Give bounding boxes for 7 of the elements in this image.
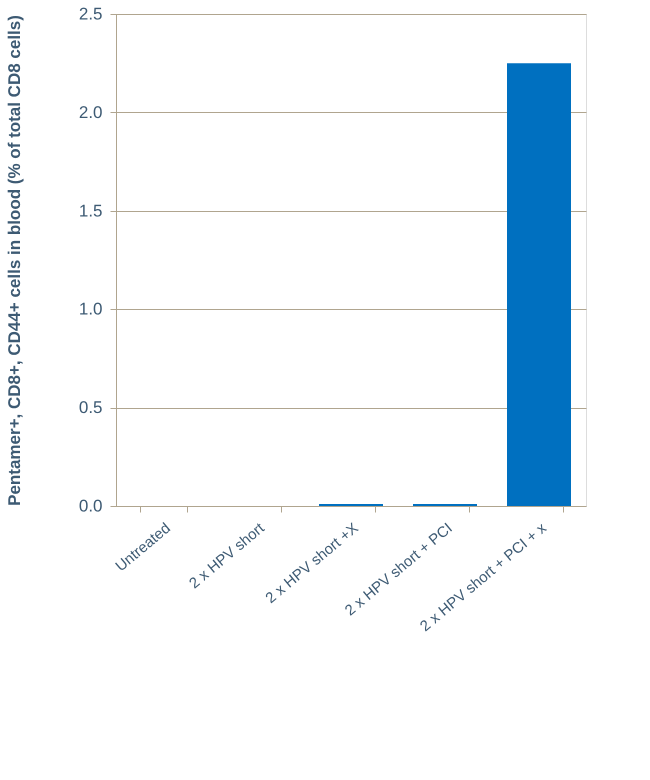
y-tick-label: 2.0 [78,102,102,122]
y-tick-label: 0.5 [78,398,102,418]
y-tick-label: 0.0 [78,496,102,516]
y-axis-title: Pentamer+, CD8+, CD44+ cells in blood (% of total CD8 cells) [4,15,24,506]
y-tick-label: 2.5 [78,4,102,24]
y-tick-label: 1.5 [78,201,102,220]
y-tick-label: 1.0 [78,300,102,319]
